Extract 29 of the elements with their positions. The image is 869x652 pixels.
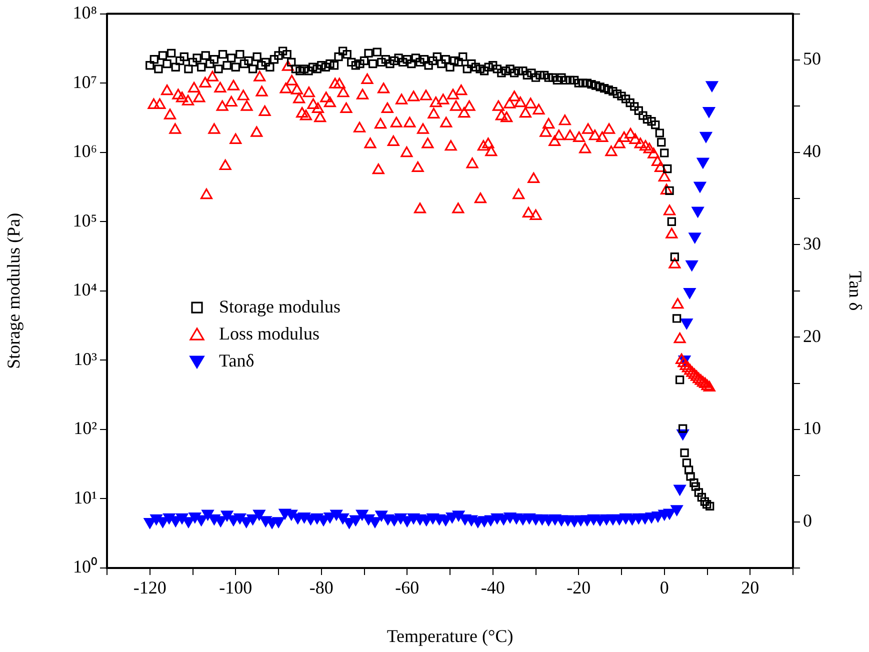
x-tick-label: -120 xyxy=(133,578,166,598)
y-tick-label: 10⁶ xyxy=(72,141,97,162)
x-tick-label: -40 xyxy=(480,578,505,598)
x-tick-label: -80 xyxy=(309,578,334,598)
y2-tick-label: 40 xyxy=(803,141,821,162)
y-tick-label: 10⁴ xyxy=(72,280,97,300)
legend-label: Tanδ xyxy=(219,350,254,370)
y-axis-title: Storage modulus (Pa) xyxy=(4,212,24,369)
y-tick-label: 10³ xyxy=(74,348,98,369)
y-tick-label: 10² xyxy=(74,418,97,438)
x-tick-label: 0 xyxy=(660,578,669,598)
x-axis-title: Temperature (°C) xyxy=(386,626,514,646)
x-tick-label: -60 xyxy=(395,578,420,598)
legend-label: Storage modulus xyxy=(219,296,340,316)
y-tick-label: 10⁷ xyxy=(72,72,97,92)
y2-tick-label: 20 xyxy=(803,326,821,346)
y-tick-label: 10¹ xyxy=(74,487,97,508)
y2-tick-label: 30 xyxy=(803,233,821,254)
x-tick-label: -20 xyxy=(566,578,591,598)
y-tick-label: 10⁸ xyxy=(72,2,97,23)
y2-tick-label: 0 xyxy=(803,510,812,531)
y2-tick-label: 10 xyxy=(803,418,821,438)
y-tick-label: 10⁵ xyxy=(72,210,97,230)
x-tick-label: 20 xyxy=(741,578,760,598)
y2-tick-label: 50 xyxy=(803,48,821,69)
y-tick-label: 10⁰ xyxy=(73,556,97,577)
y2-axis-title: Tan δ xyxy=(845,271,866,311)
legend-label: Loss modulus xyxy=(219,323,320,344)
x-tick-label: -100 xyxy=(219,578,252,598)
